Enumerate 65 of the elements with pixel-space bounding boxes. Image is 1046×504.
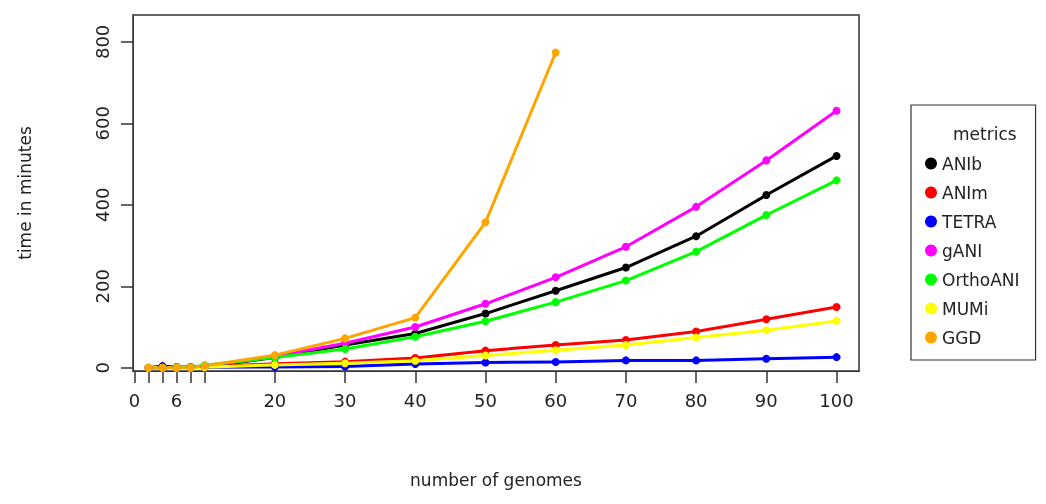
y-tick-label: 600 <box>91 106 113 141</box>
point <box>341 345 350 353</box>
point <box>692 247 701 256</box>
point <box>692 356 701 365</box>
point <box>411 313 420 322</box>
x-tick-label: 0 <box>128 389 141 411</box>
legend-label: MUMi <box>942 298 989 319</box>
point <box>621 242 630 251</box>
point <box>692 333 701 342</box>
legend-label: ANIm <box>942 182 988 203</box>
x-tick-label: 90 <box>754 389 778 411</box>
y-tick-label: 200 <box>91 269 113 304</box>
point <box>621 356 630 365</box>
point <box>621 340 630 349</box>
point <box>621 263 630 272</box>
point <box>762 191 771 200</box>
y-tick-label: 0 <box>91 362 113 374</box>
legend-label: gANI <box>942 240 983 261</box>
point <box>692 232 701 241</box>
point <box>551 273 560 282</box>
point <box>832 176 841 185</box>
x-tick-label: 40 <box>403 389 427 411</box>
legend-label: ANIb <box>942 153 983 174</box>
x-tick-label: 80 <box>684 389 708 411</box>
point <box>762 354 771 363</box>
x-tick-label: 50 <box>474 389 497 411</box>
point <box>832 106 841 115</box>
point <box>411 323 420 332</box>
point <box>551 358 560 367</box>
y-tick-label: 400 <box>91 187 113 222</box>
legend-label: GGD <box>942 327 982 348</box>
point <box>341 334 350 343</box>
x-axis-title: number of genomes <box>410 469 583 490</box>
legend-title: metrics <box>953 123 1017 144</box>
point <box>762 156 771 165</box>
point <box>832 151 841 160</box>
x-tick-label: 6 <box>170 389 183 411</box>
point <box>551 346 560 355</box>
x-tick-label: 70 <box>614 389 638 411</box>
point <box>621 276 630 285</box>
point <box>481 309 490 318</box>
point <box>692 327 701 336</box>
point <box>832 316 841 325</box>
x-tick-label: 60 <box>544 389 568 411</box>
point <box>481 358 490 367</box>
point <box>551 286 560 295</box>
point <box>692 202 701 211</box>
x-tick-label: 20 <box>263 389 287 411</box>
y-tick-label: 800 <box>91 24 113 60</box>
x-tick-label: 100 <box>819 389 854 411</box>
point <box>832 303 841 312</box>
point <box>762 326 771 335</box>
legend-label: TETRA <box>941 211 997 232</box>
point <box>762 211 771 219</box>
point <box>551 298 560 307</box>
y-axis-title: time in minutes <box>14 126 35 260</box>
point <box>481 218 490 227</box>
point <box>551 48 560 57</box>
point <box>481 351 490 360</box>
point <box>481 299 490 308</box>
point <box>481 317 490 326</box>
x-tick-label: 30 <box>333 389 357 411</box>
legend-label: OrthoANI <box>942 269 1020 290</box>
point <box>762 315 771 324</box>
point <box>832 353 841 362</box>
